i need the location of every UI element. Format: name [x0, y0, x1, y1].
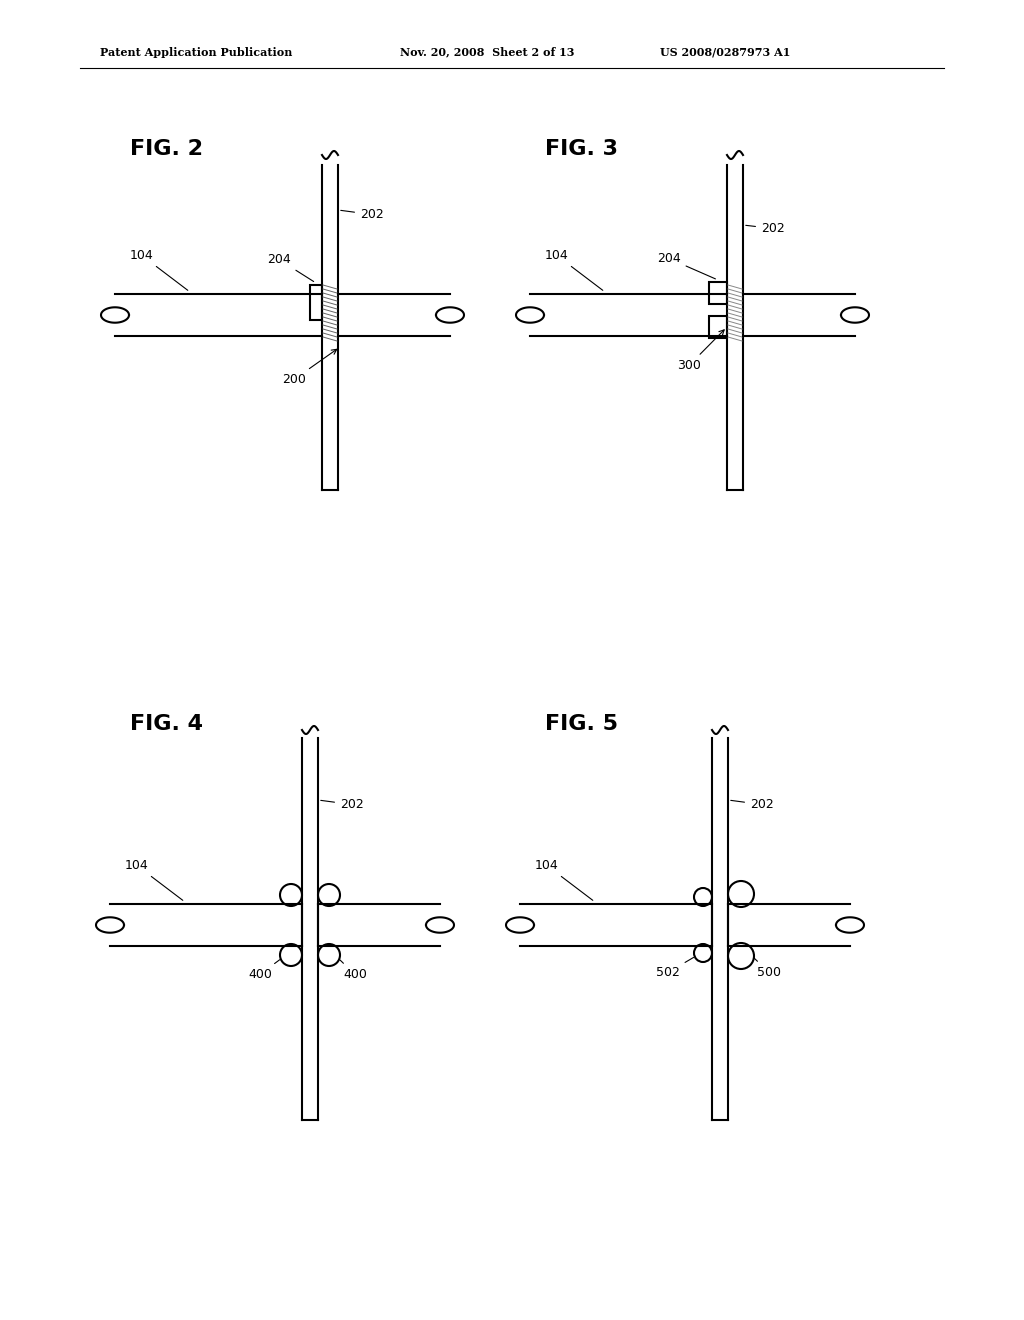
Text: 204: 204 [267, 253, 313, 281]
Circle shape [318, 884, 340, 906]
Text: 104: 104 [130, 249, 187, 290]
Text: 104: 104 [125, 859, 183, 900]
Bar [310, 285, 322, 319]
Text: FIG. 3: FIG. 3 [545, 139, 618, 158]
Text: 202: 202 [341, 209, 384, 220]
Text: 300: 300 [677, 330, 724, 372]
Text: FIG. 2: FIG. 2 [130, 139, 203, 158]
Text: 502: 502 [656, 957, 693, 979]
Text: 400: 400 [248, 960, 280, 981]
Text: 202: 202 [745, 222, 784, 235]
Text: Nov. 20, 2008  Sheet 2 of 13: Nov. 20, 2008 Sheet 2 of 13 [400, 46, 574, 58]
Text: 104: 104 [545, 249, 603, 290]
Text: 204: 204 [657, 252, 716, 279]
Text: FIG. 4: FIG. 4 [130, 714, 203, 734]
Bar [709, 315, 727, 338]
Text: 202: 202 [321, 799, 364, 810]
Circle shape [728, 942, 754, 969]
Text: 200: 200 [282, 350, 337, 385]
Circle shape [728, 880, 754, 907]
Circle shape [318, 944, 340, 966]
Text: Patent Application Publication: Patent Application Publication [100, 46, 293, 58]
Text: 104: 104 [535, 859, 593, 900]
Circle shape [694, 888, 712, 906]
Text: FIG. 5: FIG. 5 [545, 714, 618, 734]
Text: 400: 400 [340, 960, 367, 981]
Circle shape [280, 944, 302, 966]
Text: 202: 202 [731, 799, 774, 810]
Circle shape [694, 944, 712, 962]
Text: 500: 500 [754, 958, 781, 979]
Text: US 2008/0287973 A1: US 2008/0287973 A1 [660, 46, 791, 58]
Circle shape [280, 884, 302, 906]
Bar [709, 282, 727, 304]
